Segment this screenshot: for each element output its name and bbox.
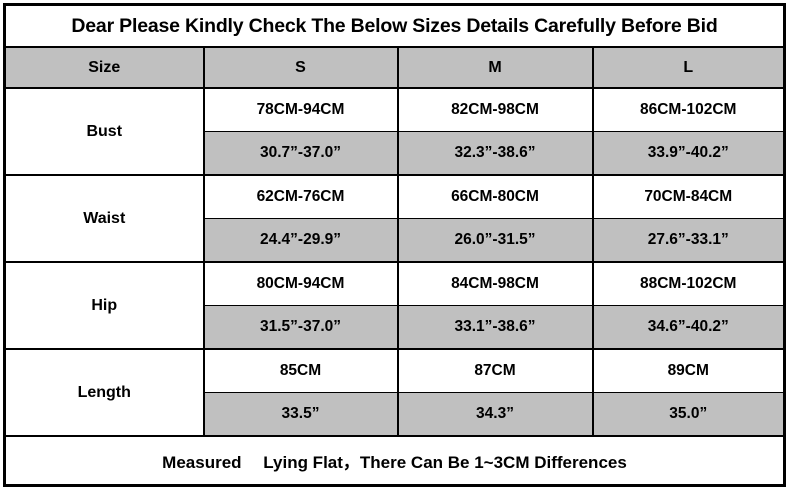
row-label-length: Length <box>3 348 205 437</box>
title-row: Dear Please Kindly Check The Below Sizes… <box>3 3 786 48</box>
header-col-m: M <box>396 46 594 89</box>
bust-inch-s: 30.7”-37.0” <box>202 131 399 176</box>
row-label-waist: Waist <box>3 174 205 263</box>
length-cm-s: 85CM <box>202 348 399 393</box>
waist-cm-m: 66CM-80CM <box>396 174 594 219</box>
table-row-hip-cm: Hip 80CM-94CM 84CM-98CM 88CM-102CM <box>3 261 786 350</box>
length-inch-s: 33.5” <box>202 392 399 437</box>
hip-cm-l: 88CM-102CM <box>591 261 786 306</box>
table-row-hip-inch: 31.5”-37.0” 33.1”-38.6” 34.6”-40.2” <box>5 305 786 350</box>
table-row-length-cm: Length 85CM 87CM 89CM <box>3 348 786 437</box>
hip-inch-m: 33.1”-38.6” <box>396 305 594 350</box>
bust-cm-m: 82CM-98CM <box>396 87 594 132</box>
waist-inch-l: 27.6”-33.1” <box>591 218 786 263</box>
table-row-bust-cm: Bust 78CM-94CM 82CM-98CM 86CM-102CM <box>3 87 786 176</box>
table-row-bust-inch: 30.7”-37.0” 32.3”-38.6” 33.9”-40.2” <box>5 131 786 176</box>
table-row-length-inch: 33.5” 34.3” 35.0” <box>5 392 786 437</box>
hip-inch-s: 31.5”-37.0” <box>202 305 399 350</box>
length-inch-m: 34.3” <box>396 392 594 437</box>
table-row-waist-cm: Waist 62CM-76CM 66CM-80CM 70CM-84CM <box>3 174 786 263</box>
size-chart-table: Dear Please Kindly Check The Below Sizes… <box>3 3 786 487</box>
bust-inch-m: 32.3”-38.6” <box>396 131 594 176</box>
header-row: Size S M L <box>3 46 786 89</box>
waist-cm-s: 62CM-76CM <box>202 174 399 219</box>
bust-cm-l: 86CM-102CM <box>591 87 786 132</box>
waist-inch-s: 24.4”-29.9” <box>202 218 399 263</box>
table-title: Dear Please Kindly Check The Below Sizes… <box>3 3 786 48</box>
row-label-bust: Bust <box>3 87 205 176</box>
header-size-label: Size <box>3 46 205 89</box>
bust-inch-l: 33.9”-40.2” <box>591 131 786 176</box>
waist-inch-m: 26.0”-31.5” <box>396 218 594 263</box>
header-col-s: S <box>202 46 399 89</box>
hip-cm-m: 84CM-98CM <box>396 261 594 306</box>
header-col-l: L <box>591 46 786 89</box>
footer-row: Measured Lying Flat，There Can Be 1~3CM D… <box>3 435 786 487</box>
row-label-hip: Hip <box>3 261 205 350</box>
measurement-note: Measured Lying Flat，There Can Be 1~3CM D… <box>3 435 786 487</box>
hip-cm-s: 80CM-94CM <box>202 261 399 306</box>
length-cm-l: 89CM <box>591 348 786 393</box>
waist-cm-l: 70CM-84CM <box>591 174 786 219</box>
length-inch-l: 35.0” <box>591 392 786 437</box>
table-row-waist-inch: 24.4”-29.9” 26.0”-31.5” 27.6”-33.1” <box>5 218 786 263</box>
bust-cm-s: 78CM-94CM <box>202 87 399 132</box>
hip-inch-l: 34.6”-40.2” <box>591 305 786 350</box>
length-cm-m: 87CM <box>396 348 594 393</box>
